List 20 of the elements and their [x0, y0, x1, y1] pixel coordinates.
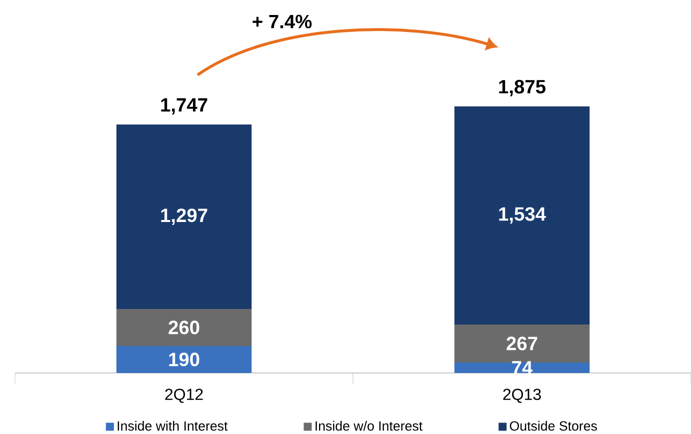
data-label: 1,297	[161, 208, 208, 225]
legend-label: Inside with Interest	[118, 420, 228, 431]
bar	[116, 124, 252, 309]
legend-label: Outside Stores	[510, 420, 597, 431]
bar	[454, 362, 590, 373]
data-label: 190	[169, 352, 200, 366]
bar	[116, 308, 252, 346]
x-tick-label: 2Q13	[503, 388, 541, 403]
x-tick-label: 2Q12	[165, 388, 203, 403]
data-label: 260	[168, 320, 200, 334]
data-label: 74	[512, 361, 533, 374]
bar	[116, 346, 252, 373]
bar	[454, 324, 590, 362]
text: + 7.4%	[252, 14, 312, 28]
legend-label: Inside w/o Interest	[316, 420, 422, 431]
total-label: 1,875	[499, 80, 546, 96]
total-label: 1,747	[161, 98, 208, 114]
data-label: 1,534	[499, 207, 546, 224]
data-label: 267	[506, 336, 538, 350]
bar	[454, 106, 590, 324]
